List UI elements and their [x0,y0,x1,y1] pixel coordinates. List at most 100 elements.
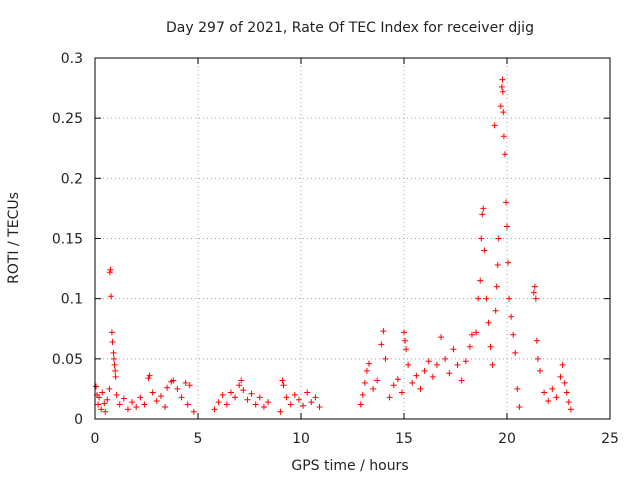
chart-title: Day 297 of 2021, Rate Of TEC Index for r… [166,20,534,36]
data-point [398,389,405,396]
data-point [283,394,290,401]
data-point [363,367,370,374]
data-point [116,401,123,408]
data-point [96,394,103,401]
data-point [279,377,286,384]
data-point [505,259,512,266]
data-point [501,151,508,158]
data-point [405,361,412,368]
data-point [495,235,502,242]
data-point [497,103,504,110]
data-point [530,289,537,296]
data-point [236,382,243,389]
data-point [102,408,109,415]
y-tick-label: 0.3 [61,51,83,67]
data-point [494,261,501,268]
data-point [477,277,484,284]
data-point [95,401,102,408]
data-point [499,76,506,83]
data-point [374,377,381,384]
data-point [104,396,111,403]
x-tick-labels: 0 5 10 15 20 25 [91,431,619,447]
data-point [99,389,106,396]
data-point [153,397,160,404]
data-point [107,266,114,273]
data-point [483,295,490,302]
data-point [450,346,457,353]
data-point [380,328,387,335]
data-point [454,361,461,368]
data-point [487,343,494,350]
data-point [479,211,486,218]
data-point [109,338,116,345]
data-point [248,390,255,397]
data-point [499,88,506,95]
data-point [277,408,284,415]
x-tick-label: 15 [395,431,413,447]
data-point [357,401,364,408]
data-point [184,401,191,408]
data-point [178,394,185,401]
data-point [162,403,169,410]
data-point [433,361,440,368]
data-point [561,379,568,386]
data-point [308,399,315,406]
data-point [223,401,230,408]
data-point [425,358,432,365]
data-point [164,384,171,391]
data-point [149,389,156,396]
data-point [170,377,177,384]
data-point [186,382,193,389]
data-point [386,394,393,401]
data-point [256,394,263,401]
data-point [111,361,118,368]
data-point [120,395,127,402]
data-point [93,383,100,390]
data-point [429,373,436,380]
x-tick-label: 25 [601,431,619,447]
y-tick-labels: 0 0.05 0.1 0.15 0.2 0.25 0.3 [52,51,83,428]
data-point [146,372,153,379]
data-point [531,283,538,290]
data-point [480,205,487,212]
x-tick-label: 5 [194,431,203,447]
data-point [265,399,272,406]
data-point [466,343,473,350]
y-axis-label: ROTI / TECUs [6,192,22,284]
data-point [446,370,453,377]
data-point [394,376,401,383]
data-point [500,133,507,140]
data-point [485,319,492,326]
data-point [516,403,523,410]
tick-marks [94,57,611,420]
data-point [481,247,488,254]
data-point [421,367,428,374]
data-point [491,122,498,129]
data-point [287,401,294,408]
data-point [157,393,164,400]
y-tick-label: 0.25 [52,111,83,127]
data-point [238,377,245,384]
plot-frame [94,57,611,420]
data-point [390,382,397,389]
x-tick-label: 10 [292,431,310,447]
grid-layer [95,58,610,419]
data-point [174,385,181,392]
data-point [438,334,445,341]
data-point [110,349,117,356]
y-tick-label: 0.1 [61,292,83,308]
data-point [365,360,372,367]
data-point [532,295,539,302]
data-point [260,403,267,410]
data-point [473,329,480,336]
data-point [493,283,500,290]
data-point [409,379,416,386]
data-point [403,346,410,353]
data-point [500,109,507,116]
data-point [514,385,521,392]
data-point [124,406,131,413]
data-point [378,341,385,348]
data-point [300,402,307,409]
data-point [106,385,113,392]
